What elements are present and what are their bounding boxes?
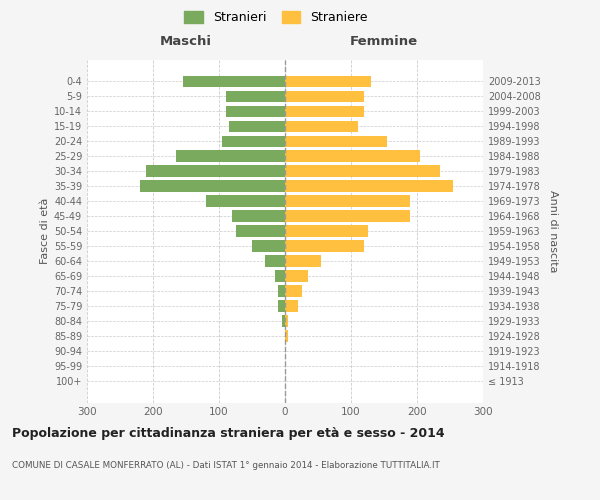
Text: COMUNE DI CASALE MONFERRATO (AL) - Dati ISTAT 1° gennaio 2014 - Elaborazione TUT: COMUNE DI CASALE MONFERRATO (AL) - Dati … [12, 461, 440, 470]
Text: Femmine: Femmine [350, 35, 418, 48]
Bar [285, 240, 364, 252]
Text: Popolazione per cittadinanza straniera per età e sesso - 2014: Popolazione per cittadinanza straniera p… [12, 428, 445, 440]
Bar [285, 210, 410, 222]
Bar [285, 316, 289, 327]
Bar [285, 150, 421, 162]
Bar [206, 196, 285, 207]
Bar [146, 166, 285, 177]
Y-axis label: Anni di nascita: Anni di nascita [548, 190, 557, 272]
Bar [285, 120, 358, 132]
Bar [226, 90, 285, 102]
Bar [285, 76, 371, 88]
Bar [285, 180, 454, 192]
Bar [278, 300, 285, 312]
Bar [285, 106, 364, 117]
Bar [285, 90, 364, 102]
Bar [285, 136, 388, 147]
Bar [285, 226, 368, 237]
Bar [176, 150, 285, 162]
Bar [282, 316, 285, 327]
Bar [285, 270, 308, 282]
Bar [285, 256, 322, 267]
Bar [226, 106, 285, 117]
Bar [252, 240, 285, 252]
Y-axis label: Fasce di età: Fasce di età [40, 198, 50, 264]
Bar [229, 120, 285, 132]
Bar [140, 180, 285, 192]
Bar [265, 256, 285, 267]
Bar [285, 300, 298, 312]
Legend: Stranieri, Straniere: Stranieri, Straniere [179, 6, 373, 29]
Bar [285, 286, 302, 297]
Bar [275, 270, 285, 282]
Bar [183, 76, 285, 88]
Bar [285, 330, 289, 342]
Bar [236, 226, 285, 237]
Bar [223, 136, 285, 147]
Bar [285, 166, 440, 177]
Text: Maschi: Maschi [160, 35, 212, 48]
Bar [285, 196, 410, 207]
Bar [278, 286, 285, 297]
Bar [232, 210, 285, 222]
